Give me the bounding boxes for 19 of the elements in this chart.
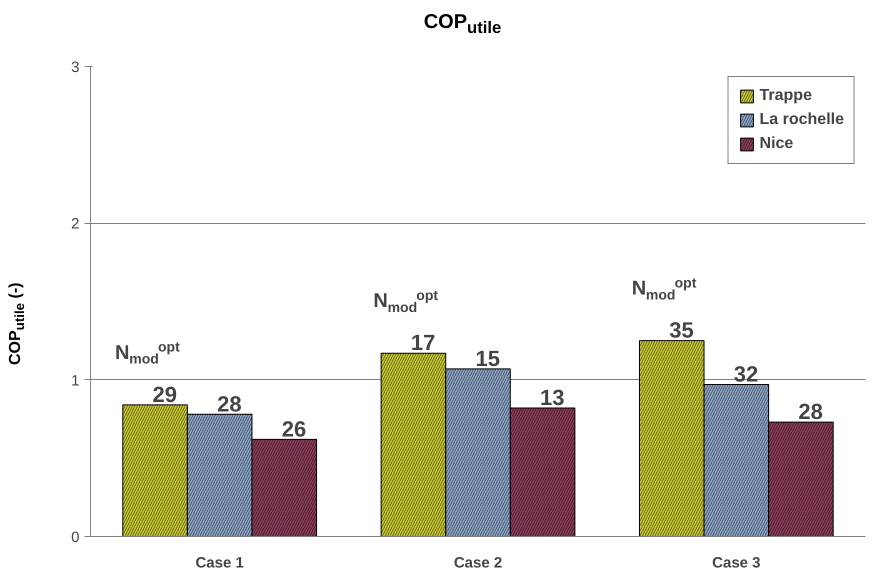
y-tick-label: 1 (71, 372, 80, 390)
x-tick-label: Case 3 (712, 554, 761, 572)
legend-label: La rochelle (760, 111, 844, 129)
y-tick-label: 0 (71, 529, 80, 546)
annotation: 13 (540, 385, 565, 410)
legend-label: Nice (760, 135, 794, 153)
y-tick-label: 3 (71, 59, 80, 76)
annotation: 28 (217, 391, 242, 416)
legend-label: Trappe (760, 87, 812, 105)
x-tick-label: Case 1 (195, 554, 244, 572)
x-tick-label: Case 2 (454, 554, 502, 572)
annotation: 15 (475, 346, 500, 371)
annotation: 28 (798, 399, 823, 424)
annotation: 26 (282, 416, 306, 442)
y-tick-label: 2 (71, 216, 80, 233)
chart-title: COP$_{utile}$ (424, 10, 502, 39)
annotation: 35 (669, 318, 694, 343)
annotation: 29 (152, 382, 178, 407)
annotation: 17 (410, 330, 436, 356)
